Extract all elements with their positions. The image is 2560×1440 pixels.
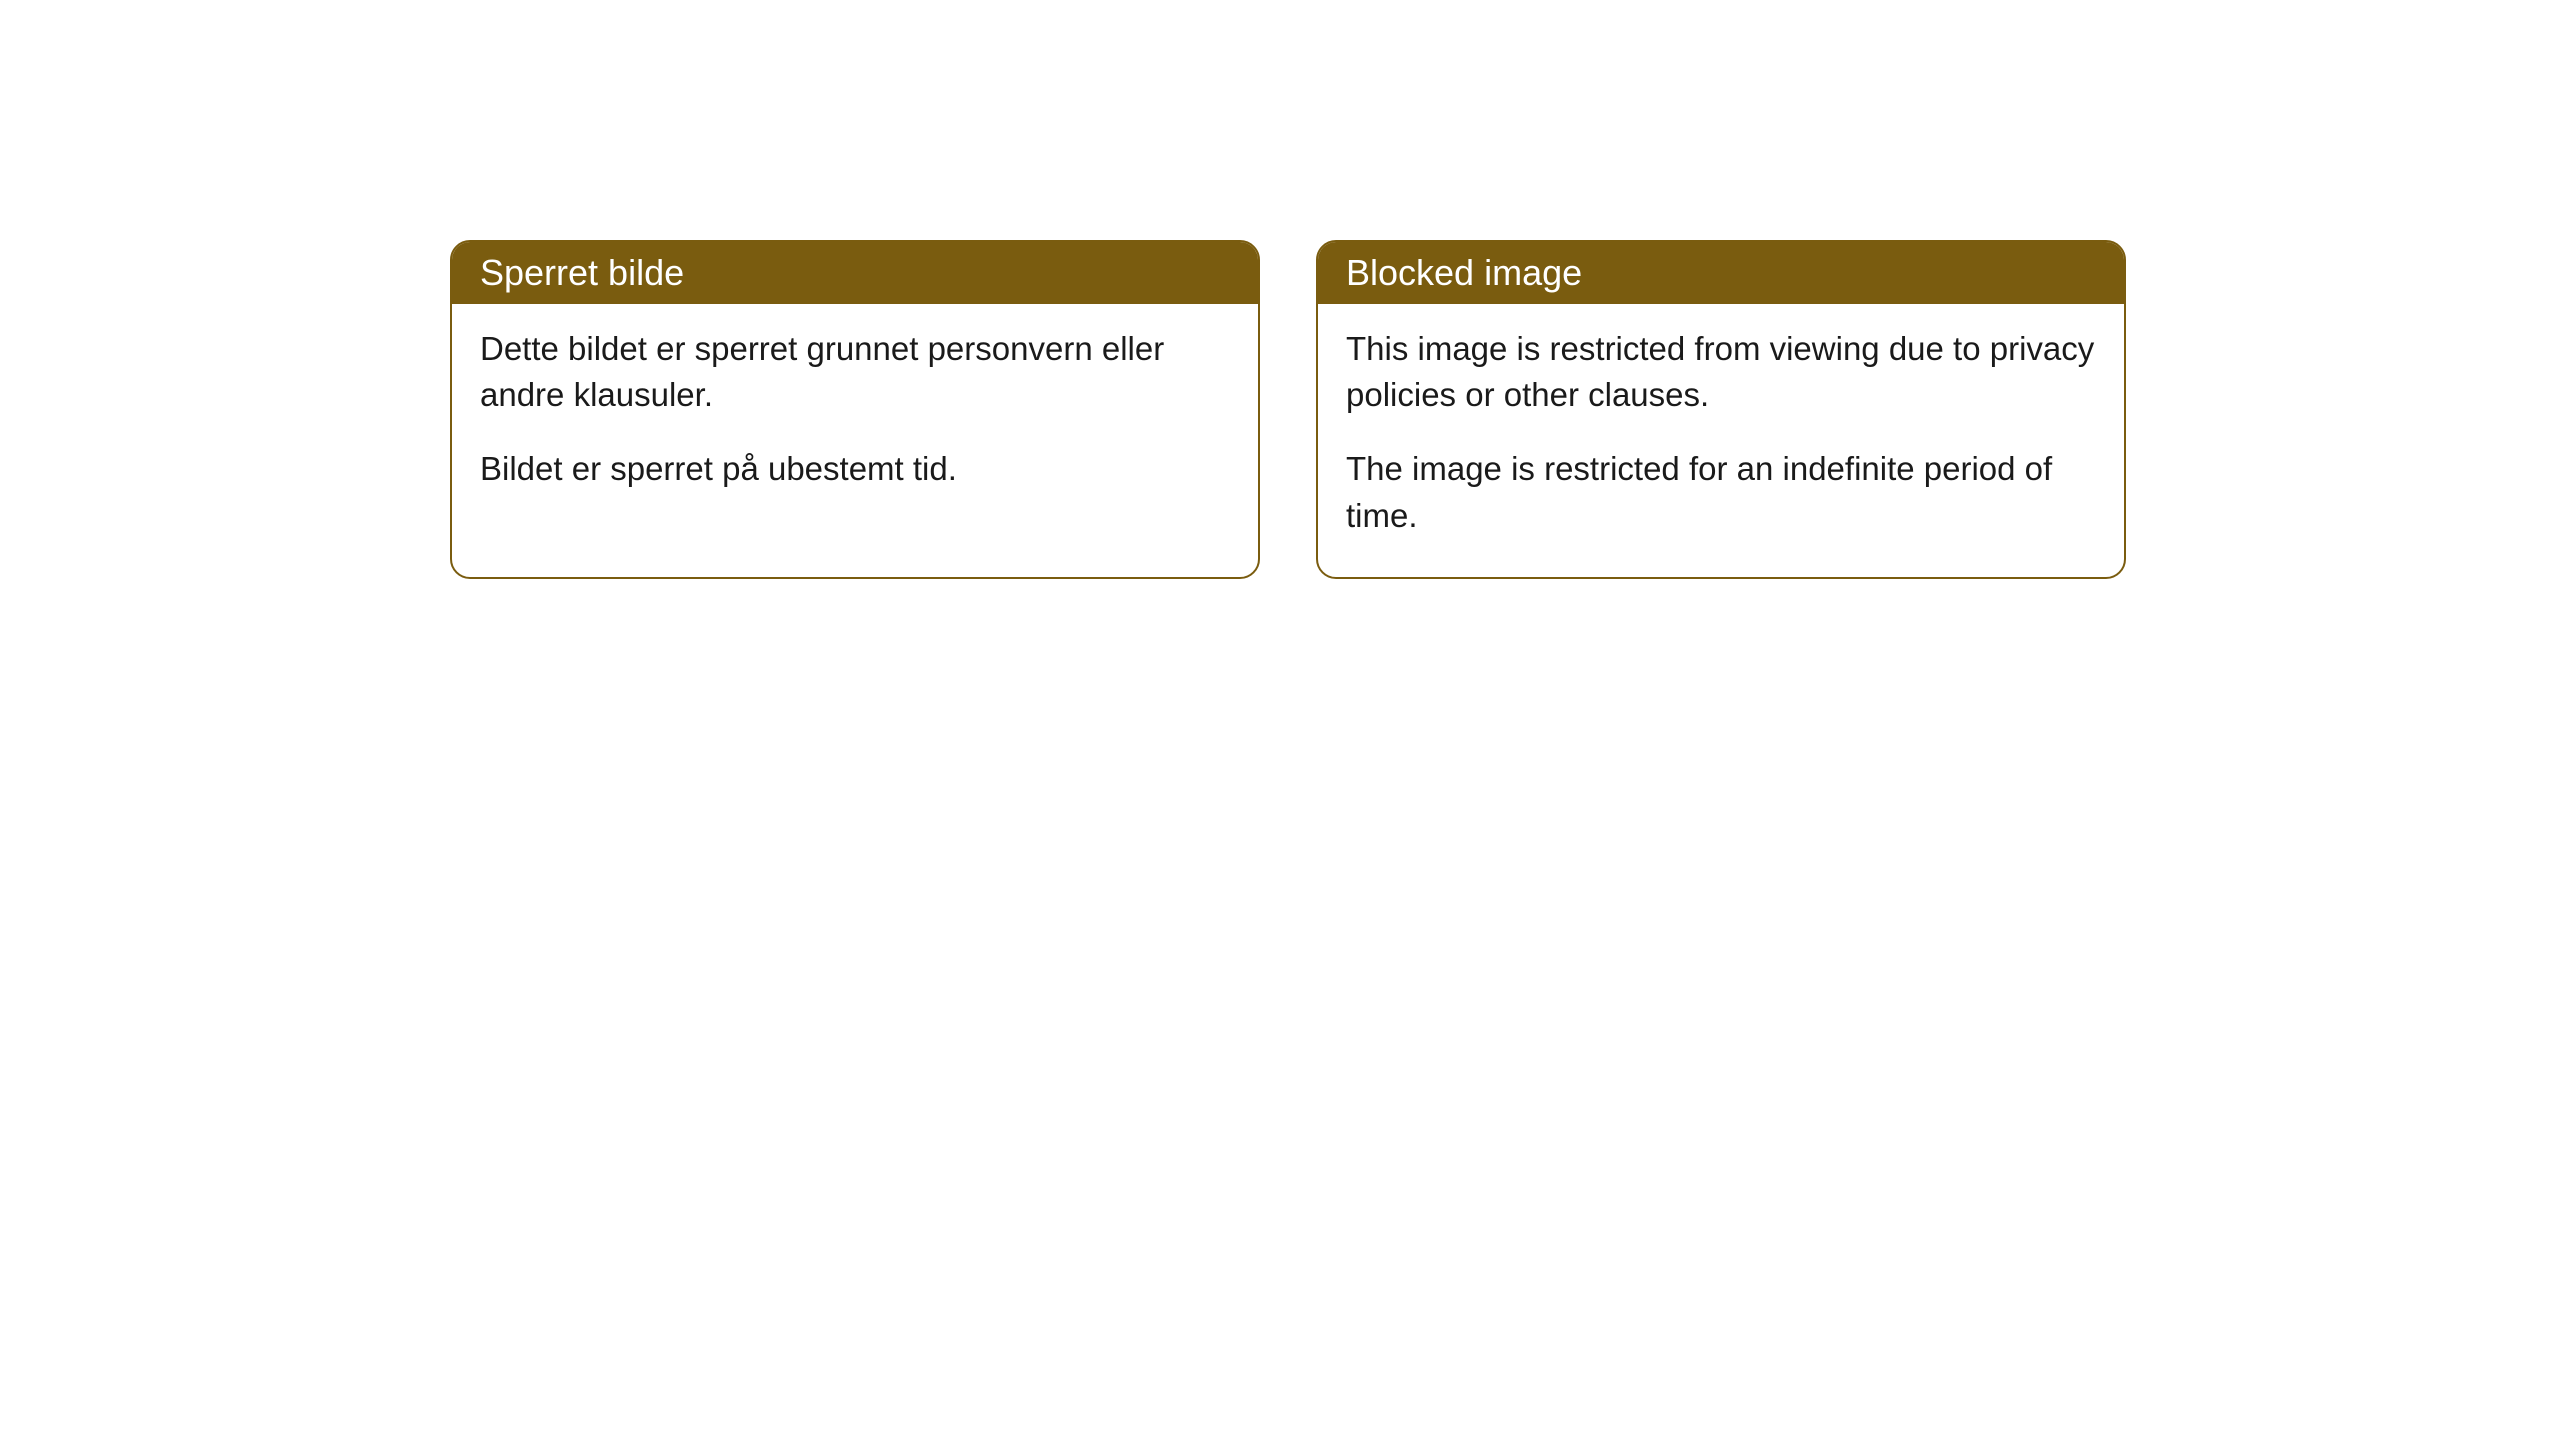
card-paragraph-2: The image is restricted for an indefinit… xyxy=(1346,446,2096,538)
blocked-card-norwegian: Sperret bilde Dette bildet er sperret gr… xyxy=(450,240,1260,579)
card-title: Sperret bilde xyxy=(480,252,684,293)
card-paragraph-2: Bildet er sperret på ubestemt tid. xyxy=(480,446,1230,492)
cards-container: Sperret bilde Dette bildet er sperret gr… xyxy=(0,0,2560,579)
card-title: Blocked image xyxy=(1346,252,1582,293)
card-header: Sperret bilde xyxy=(452,242,1258,304)
card-body: Dette bildet er sperret grunnet personve… xyxy=(452,304,1258,531)
card-body: This image is restricted from viewing du… xyxy=(1318,304,2124,577)
card-header: Blocked image xyxy=(1318,242,2124,304)
card-paragraph-1: Dette bildet er sperret grunnet personve… xyxy=(480,326,1230,418)
blocked-card-english: Blocked image This image is restricted f… xyxy=(1316,240,2126,579)
card-paragraph-1: This image is restricted from viewing du… xyxy=(1346,326,2096,418)
